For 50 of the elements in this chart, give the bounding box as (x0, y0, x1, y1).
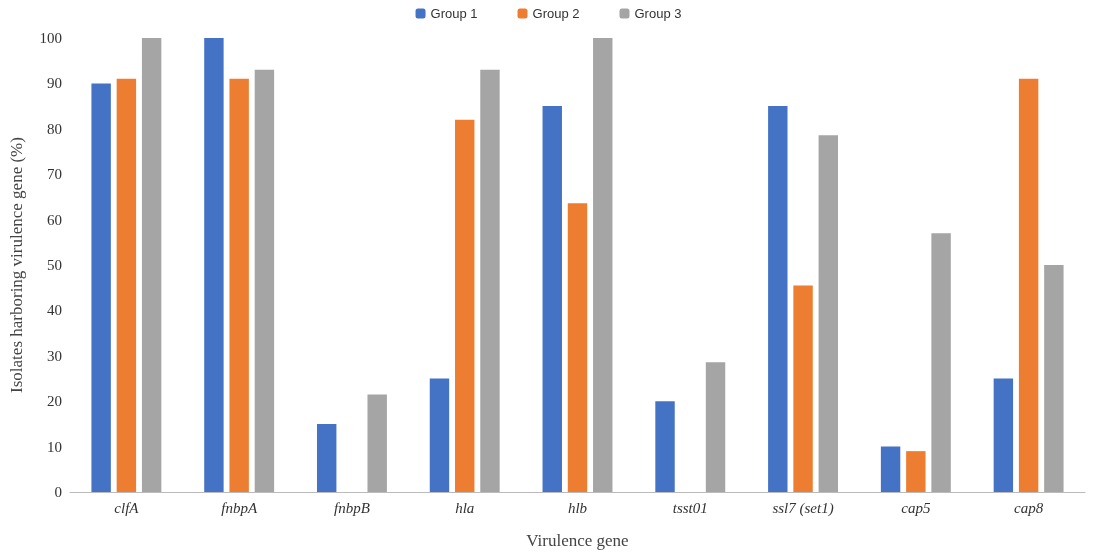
x-tick-label: fnbpB (334, 499, 370, 516)
x-tick-label: clfA (114, 499, 140, 516)
x-tick-label: hlb (567, 499, 588, 516)
bar (1044, 265, 1064, 492)
y-tick-label: 10 (47, 438, 62, 455)
bar (567, 203, 588, 492)
bar (1018, 78, 1039, 492)
x-axis-title: Virulence gene (526, 531, 629, 550)
legend-label: Group 1 (430, 6, 478, 21)
bar (793, 285, 813, 492)
y-tick-label: 0 (54, 484, 62, 500)
bar (480, 69, 500, 492)
bar (768, 106, 788, 492)
bar (91, 83, 111, 492)
bar (316, 423, 337, 492)
bar (542, 106, 562, 492)
bar (818, 135, 839, 492)
bar (429, 378, 450, 492)
x-tick-label: cap8 (1014, 499, 1044, 516)
y-tick-label: 30 (47, 347, 62, 364)
legend-label: Group 3 (634, 6, 682, 21)
bar (116, 78, 137, 492)
y-axis-title: Isolates harboring virulence gene (%) (7, 137, 26, 393)
x-tick-label: hla (455, 499, 475, 516)
y-tick-label: 100 (39, 30, 62, 46)
y-tick-label: 50 (47, 257, 62, 273)
bar (229, 78, 249, 492)
y-tick-label: 60 (47, 211, 62, 228)
bar (880, 446, 901, 492)
y-tick-label: 90 (47, 75, 62, 92)
bar (455, 119, 475, 492)
y-tick-label: 70 (47, 166, 62, 183)
bar (705, 362, 726, 492)
y-tick-label: 40 (47, 302, 62, 319)
bar (931, 233, 951, 492)
y-tick-label: 80 (47, 120, 62, 137)
bar (906, 451, 926, 492)
x-tick-label: ssl7 (set1) (772, 499, 834, 517)
bar (655, 401, 675, 492)
bar (593, 38, 613, 492)
bar (993, 378, 1014, 492)
bar (141, 38, 162, 492)
bar (367, 394, 387, 492)
bar (254, 69, 275, 492)
bar (204, 38, 224, 492)
x-tick-label: fnbpA (221, 499, 258, 516)
x-tick-label: cap5 (901, 499, 931, 516)
legend-label: Group 2 (532, 6, 580, 21)
x-tick-label: tsst01 (672, 499, 708, 516)
y-tick-label: 20 (47, 393, 62, 410)
